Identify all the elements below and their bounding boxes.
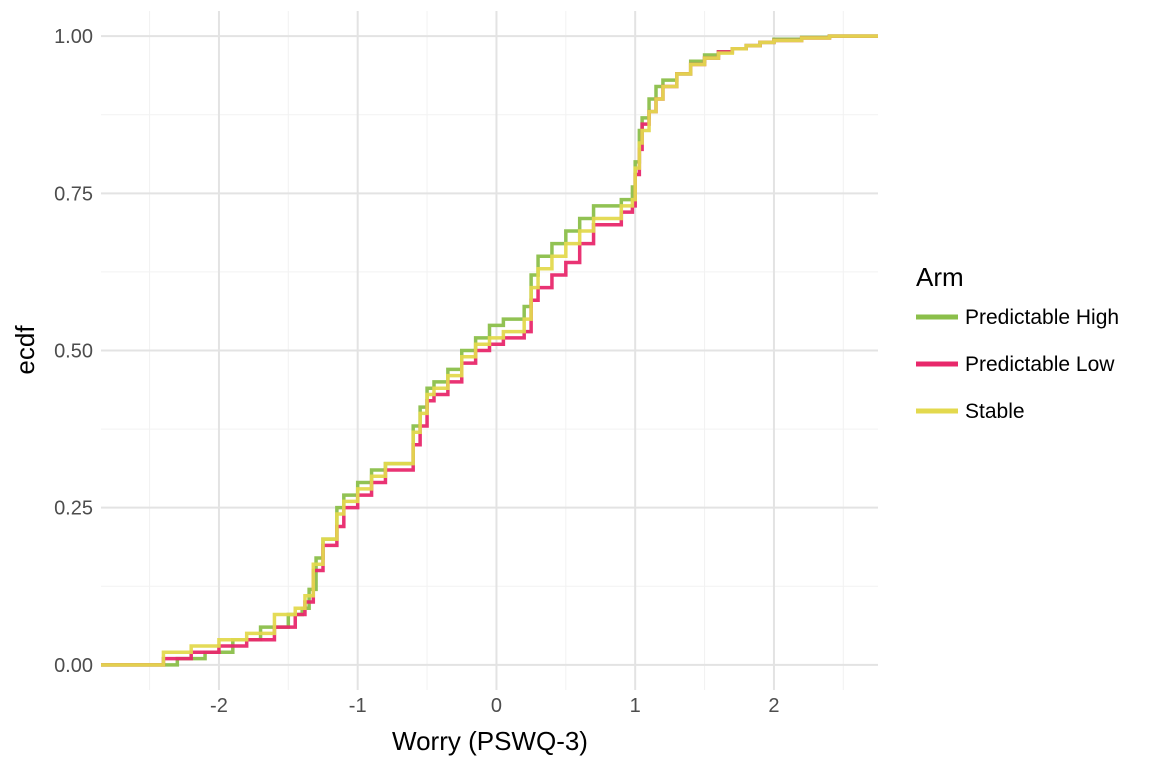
- series-layer: [101, 34, 878, 667]
- y-tick-label: 0.25: [54, 498, 93, 520]
- legend-label-predictable-high: Predictable High: [965, 306, 1119, 329]
- y-tick-label: 0.50: [54, 341, 93, 363]
- legend-title: Arm: [916, 262, 964, 292]
- x-tick-label: 0: [491, 695, 502, 717]
- y-tick-labels: 0.00 0.25 0.50 0.75 1.00: [54, 26, 93, 677]
- x-tick-label: -2: [210, 695, 228, 717]
- x-tick-labels: -2 -1 0 1 2: [210, 695, 779, 717]
- x-axis-title: Worry (PSWQ-3): [392, 726, 588, 756]
- x-tick-label: -1: [349, 695, 367, 717]
- y-tick-label: 1.00: [54, 26, 93, 48]
- legend-label-predictable-low: Predictable Low: [965, 353, 1115, 376]
- legend: Arm Predictable High Predictable Low Stabl…: [916, 262, 1119, 423]
- x-tick-label: 2: [768, 695, 779, 717]
- y-tick-label: 0.75: [54, 183, 93, 205]
- y-tick-label: 0.00: [54, 655, 93, 677]
- legend-items: Predictable High Predictable Low Stable: [916, 306, 1119, 423]
- y-axis-title: ecdf: [10, 325, 40, 375]
- series-line-stable: [101, 34, 878, 667]
- x-tick-label: 1: [630, 695, 641, 717]
- legend-label-stable: Stable: [965, 400, 1025, 423]
